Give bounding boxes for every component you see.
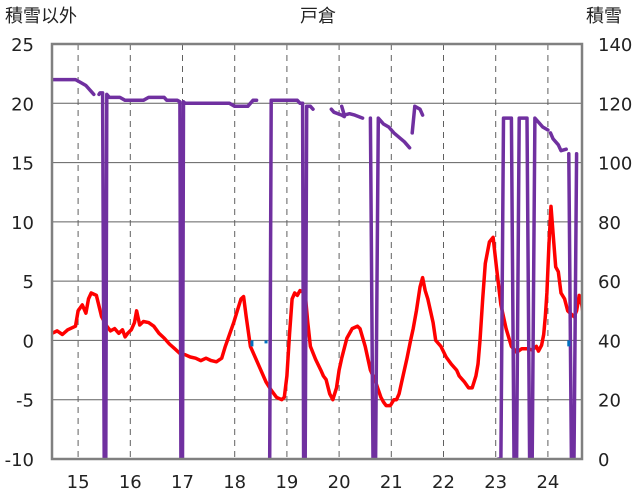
y-right-tick-label-140: 140 [598, 35, 632, 56]
chart-title: 戸倉 [300, 6, 336, 27]
precipitation-bar-2 [567, 340, 571, 347]
y-left-tick-label-5: 5 [23, 272, 34, 293]
y-left-tick-label-10: 10 [11, 213, 34, 234]
plot-frame [50, 42, 584, 461]
snow_depth-line-2 [267, 98, 315, 459]
snow_depth-line-8 [548, 131, 568, 153]
y-left-tick-label-20: 20 [11, 94, 34, 115]
x-tick-label-23: 23 [484, 472, 507, 493]
x-tick-label-24: 24 [536, 472, 559, 493]
right-axis-label: 積雪 [586, 6, 622, 27]
snow_depth-line-10 [600, 157, 636, 459]
snow_depth-line-7 [496, 116, 550, 459]
snow_depth-line-9 [567, 151, 579, 459]
y-right-tick-label-40: 40 [598, 331, 621, 352]
snow_depth-line-6 [410, 104, 425, 135]
y-left-tick-label--5: -5 [16, 391, 34, 412]
x-tick-label-21: 21 [380, 472, 403, 493]
y-left-tick-label-0: 0 [23, 331, 34, 352]
y-right-tick-label-0: 0 [598, 450, 609, 471]
x-tick-label-15: 15 [67, 472, 90, 493]
plot-clipped [52, 77, 636, 459]
y-right-tick-label-120: 120 [598, 94, 632, 115]
left-axis-label: 積雪以外 [5, 6, 77, 27]
y-right-tick-label-80: 80 [598, 213, 621, 234]
snow_depth-line-5 [368, 116, 412, 459]
snow_depth-line-1 [97, 91, 259, 459]
y-left-tick-label-15: 15 [11, 154, 34, 175]
plot-data [52, 77, 636, 459]
grid [52, 44, 582, 459]
axes: 15 16 17 18 19 20 21 22 23 24 -10 -5 0 5 10 15 20 25 0 20 40… [5, 35, 633, 493]
precipitation-bar-1 [264, 340, 268, 344]
snow_depth-line-4 [339, 104, 365, 120]
x-tick-label-19: 19 [275, 472, 298, 493]
x-tick-label-20: 20 [328, 472, 351, 493]
x-tick-label-22: 22 [432, 472, 455, 493]
x-tick-label-16: 16 [119, 472, 142, 493]
x-tick-label-17: 17 [171, 472, 194, 493]
y-right-tick-label-20: 20 [598, 391, 621, 412]
x-tick-label-18: 18 [223, 472, 246, 493]
y-left-tick-label--10: -10 [5, 450, 34, 471]
y-right-tick-label-100: 100 [598, 154, 632, 175]
snow_depth-line-0 [52, 77, 96, 97]
y-left-tick-label-25: 25 [11, 35, 34, 56]
precipitation-bar-0 [250, 340, 254, 347]
y-right-tick-label-60: 60 [598, 272, 621, 293]
